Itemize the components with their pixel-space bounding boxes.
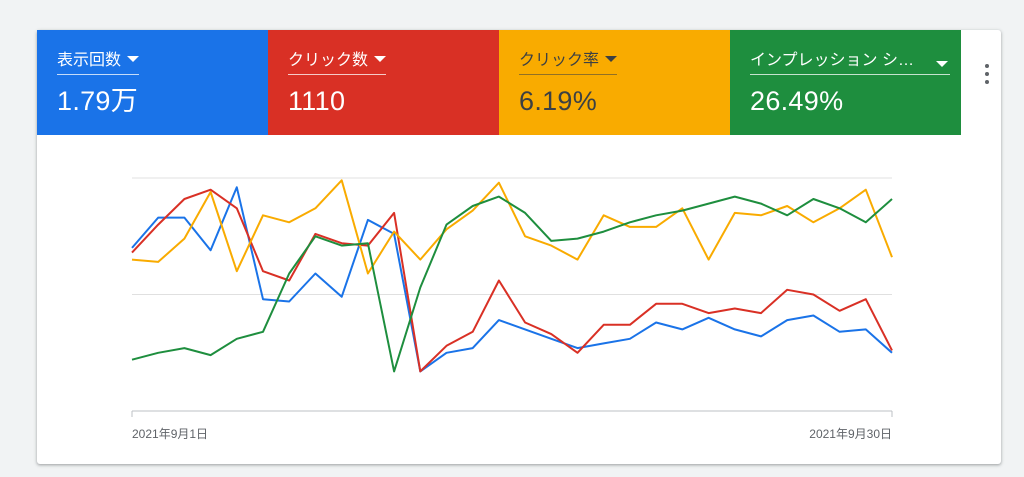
- series-line-clicks: [131, 188, 893, 373]
- x-tick-label-end: 2021年9月30日: [809, 427, 892, 441]
- series-line-impression-share: [131, 195, 893, 373]
- performance-card: 表示回数 1.79万 クリック数 1110 クリック率 6.19% インプレッシ…: [37, 30, 1001, 464]
- caret-down-icon: [936, 61, 948, 67]
- chart-series-lines: [131, 179, 893, 373]
- metric-tiles: 表示回数 1.79万 クリック数 1110 クリック率 6.19% インプレッシ…: [37, 30, 961, 135]
- x-tick-label-start: 2021年9月1日: [132, 427, 208, 441]
- series-line-impressions: [131, 186, 893, 373]
- chart-gridlines: [131, 177, 893, 417]
- metric-tile-clicks[interactable]: クリック数 1110: [268, 30, 499, 135]
- metric-tile-impressions[interactable]: 表示回数 1.79万: [37, 30, 268, 135]
- metric-label-ctr[interactable]: クリック率: [519, 50, 618, 75]
- metric-label-impression-share[interactable]: インプレッション シ…: [750, 50, 950, 75]
- metric-tile-ctr[interactable]: クリック率 6.19%: [499, 30, 730, 135]
- metric-value-impression-share: 26.49%: [750, 86, 844, 116]
- metric-value-ctr: 6.19%: [519, 86, 598, 116]
- chart-x-axis: 2021年9月1日 2021年9月30日: [132, 427, 892, 441]
- metric-value-clicks: 1110: [288, 86, 346, 116]
- metric-value-impressions: 1.79万: [57, 86, 139, 116]
- metric-tile-impression-share[interactable]: インプレッション シ… 26.49%: [730, 30, 961, 135]
- metric-label-text: クリック数: [288, 52, 369, 69]
- metric-label-clicks[interactable]: クリック数: [288, 50, 387, 75]
- metric-label-text: 表示回数: [57, 52, 122, 69]
- caret-down-icon: [127, 55, 140, 62]
- more-vert-icon[interactable]: [977, 58, 997, 92]
- caret-down-icon: [374, 55, 387, 62]
- metric-label-text: インプレッション シ…: [750, 52, 914, 69]
- metric-label-impressions[interactable]: 表示回数: [57, 50, 140, 75]
- caret-down-icon: [605, 55, 618, 62]
- series-line-ctr: [131, 179, 893, 275]
- metric-label-text: クリック率: [519, 52, 600, 69]
